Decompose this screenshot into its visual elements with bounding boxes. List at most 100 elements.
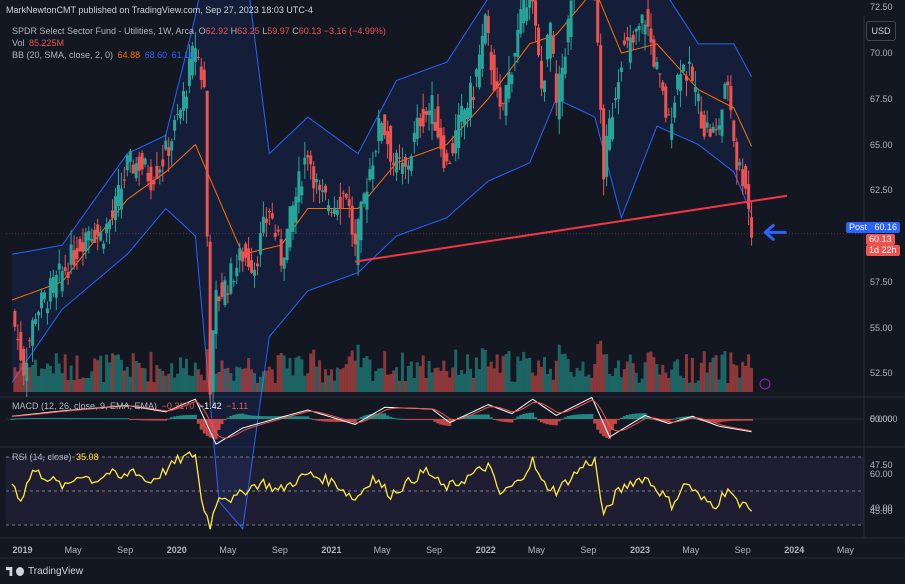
- candle-body: [152, 180, 156, 185]
- volume-label: Vol: [12, 38, 25, 48]
- volume-bar: [161, 371, 165, 392]
- alert-bolt-icon: [759, 378, 771, 390]
- macd-signal-value: −1.11: [226, 401, 249, 411]
- currency-button[interactable]: USD: [866, 21, 896, 41]
- macd-histogram-bar: [238, 413, 242, 419]
- candle-body: [711, 126, 715, 133]
- macd-histogram-bar: [563, 417, 567, 419]
- volume-bar: [42, 369, 46, 392]
- volume-bar: [714, 355, 718, 392]
- bb-legend[interactable]: BB (20, SMA, close, 2, 0) 64.88 68.60 61…: [12, 50, 194, 61]
- macd-histogram-bar: [631, 413, 635, 419]
- candle-body: [312, 166, 316, 189]
- macd-histogram-bar: [717, 419, 721, 423]
- volume-bar: [270, 369, 274, 392]
- volume-bar: [285, 368, 289, 392]
- volume-bar: [93, 358, 97, 392]
- macd-histogram-bar: [602, 419, 606, 437]
- candle-body: [611, 117, 615, 140]
- candle-body: [288, 206, 292, 248]
- macd-histogram-bar: [469, 414, 473, 419]
- rsi-legend[interactable]: RSI (14, close) 35.08: [12, 452, 99, 463]
- candle-body: [537, 27, 541, 56]
- volume-legend[interactable]: Vol 85.225M: [12, 38, 64, 49]
- symbol-legend[interactable]: SPDR Select Sector Fund - Utilities, 1W,…: [12, 26, 386, 36]
- candle-body: [347, 199, 351, 206]
- volume-bar: [297, 356, 301, 392]
- time-axis-tick: 2021: [321, 545, 342, 555]
- macd-histogram-bar: [291, 416, 295, 419]
- volume-bar: [199, 374, 203, 392]
- volume-bar: [267, 366, 271, 392]
- macd-histogram-bar: [492, 419, 496, 420]
- macd-histogram-bar: [738, 419, 742, 421]
- candle-body: [294, 196, 298, 223]
- volume-bar: [214, 373, 218, 392]
- candle-body: [480, 35, 484, 69]
- macd-histogram-bar: [643, 413, 647, 419]
- macd-histogram-bar: [93, 418, 97, 420]
- time-axis-tick: Sep: [580, 545, 597, 555]
- macd-histogram-bar: [504, 419, 508, 423]
- volume-bar: [258, 376, 262, 392]
- candle-body: [42, 292, 46, 300]
- candle-body: [442, 135, 446, 169]
- candle-body: [424, 111, 428, 115]
- macd-histogram-bar: [628, 414, 632, 419]
- candle-body: [108, 221, 112, 230]
- volume-bar: [170, 363, 174, 392]
- candle-body: [679, 74, 683, 92]
- volume-bar: [137, 362, 141, 392]
- candle-body: [350, 205, 354, 235]
- volume-bar: [347, 356, 351, 392]
- macd-histogram-bar: [137, 419, 141, 421]
- candle-body: [244, 243, 248, 258]
- volume-bar: [637, 382, 641, 392]
- macd-histogram-bar: [63, 418, 67, 420]
- volume-bar: [261, 371, 265, 392]
- volume-bar: [735, 365, 739, 392]
- volume-bar: [421, 355, 425, 392]
- volume-bar: [679, 375, 683, 392]
- candle-body: [359, 201, 363, 241]
- macd-histogram-bar: [176, 415, 180, 419]
- candle-body: [250, 260, 254, 273]
- candle-body: [427, 110, 431, 116]
- candle-body: [676, 75, 680, 90]
- macd-legend[interactable]: MACD (12, 26, close, 9, EMA, EMA) −0.317…: [12, 401, 248, 412]
- volume-bar: [51, 373, 55, 392]
- candle-body: [649, 28, 653, 43]
- volume-bar: [474, 357, 478, 392]
- candle-body: [622, 40, 626, 45]
- candle-body: [741, 169, 745, 187]
- candle-body: [658, 73, 662, 75]
- volume-bar: [687, 382, 691, 392]
- candle-body: [566, 19, 570, 43]
- volume-bar: [63, 354, 67, 392]
- candle-body: [205, 90, 209, 237]
- volume-bar: [193, 362, 197, 392]
- macd-histogram-bar: [619, 417, 623, 419]
- macd-histogram-bar: [409, 419, 413, 420]
- macd-histogram-bar: [321, 419, 325, 422]
- volume-bar: [596, 343, 600, 392]
- volume-bar: [652, 357, 656, 392]
- candle-body: [223, 280, 227, 306]
- volume-bar: [717, 379, 721, 392]
- macd-histogram-bar: [31, 417, 35, 419]
- volume-bar: [383, 351, 387, 392]
- candle-body: [16, 338, 20, 341]
- candle-body: [569, 0, 573, 38]
- volume-bar: [696, 380, 700, 392]
- volume-bar: [542, 357, 546, 392]
- macd-histogram-bar: [616, 419, 620, 421]
- volume-bar: [738, 377, 742, 392]
- macd-histogram-bar: [264, 416, 268, 419]
- publisher-line: MarkNewtonCMT published on TradingView.c…: [6, 5, 313, 15]
- volume-bar: [619, 377, 623, 392]
- candle-body: [57, 263, 61, 270]
- macd-histogram-bar: [474, 414, 478, 419]
- tradingview-logo[interactable]: TradingView: [6, 566, 83, 577]
- macd-histogram-bar: [421, 419, 425, 420]
